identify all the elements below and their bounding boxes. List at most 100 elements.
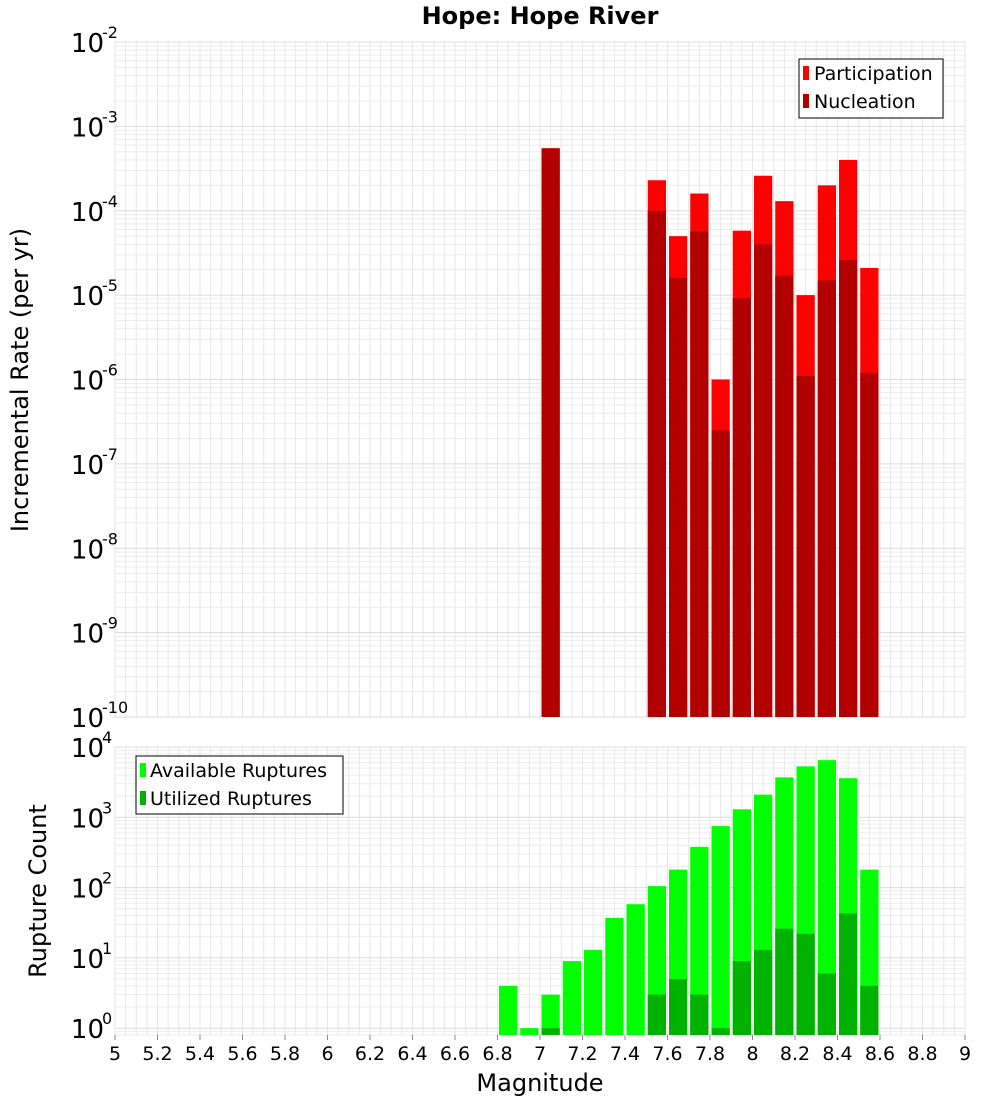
bar-nucleation xyxy=(839,260,858,717)
bottom-y-axis-label: Rupture Count xyxy=(24,804,52,978)
y-tick-label: 10 xyxy=(71,945,104,975)
y-tick-label: 10 xyxy=(71,451,104,481)
x-tick-label: 6.8 xyxy=(482,1043,512,1065)
x-tick-label: 8.2 xyxy=(780,1043,810,1065)
y-tick-exponent: -7 xyxy=(102,445,118,464)
y-tick-exponent: 2 xyxy=(102,869,112,888)
y-tick-label: 10 xyxy=(71,620,104,650)
y-tick-exponent: 1 xyxy=(102,939,112,958)
bar-utilized xyxy=(775,928,794,1035)
top-bars xyxy=(541,148,879,718)
bar-utilized xyxy=(796,933,815,1035)
bar-available xyxy=(520,1028,539,1035)
y-tick-exponent: -8 xyxy=(102,529,118,548)
x-tick-label: 7.6 xyxy=(652,1043,682,1065)
bar-utilized xyxy=(669,979,688,1035)
y-tick-label: 10 xyxy=(71,704,104,734)
x-tick-label: 5 xyxy=(109,1043,121,1065)
y-tick-exponent: -3 xyxy=(102,107,118,126)
bar-utilized xyxy=(839,913,858,1035)
y-tick-exponent: 3 xyxy=(102,798,112,817)
y-tick-exponent: -9 xyxy=(102,614,118,633)
x-tick-label: 8.6 xyxy=(865,1043,895,1065)
bar-available xyxy=(817,760,836,1035)
bar-available xyxy=(626,904,645,1035)
y-tick-exponent: 4 xyxy=(102,728,112,747)
x-tick-label: 7.4 xyxy=(610,1043,640,1065)
top-legend-box xyxy=(798,58,944,119)
x-tick-label: 6.4 xyxy=(397,1043,427,1065)
y-tick-label: 10 xyxy=(71,113,104,143)
bottom-bars xyxy=(499,760,879,1035)
bar-nucleation xyxy=(647,210,666,717)
bar-nucleation xyxy=(690,231,709,717)
chart-title: Hope: Hope River xyxy=(422,2,659,30)
y-tick-label: 10 xyxy=(71,29,104,59)
bar-available xyxy=(690,846,709,1035)
x-tick-label: 8 xyxy=(746,1043,758,1065)
bar-available xyxy=(562,961,581,1035)
bar-utilized xyxy=(647,994,666,1035)
bottom-legend-box xyxy=(135,755,344,815)
legend-swatch-nucleation xyxy=(803,94,809,108)
x-axis-label: Magnitude xyxy=(476,1069,603,1097)
y-tick-label: 10 xyxy=(71,1015,104,1045)
y-tick-exponent: -5 xyxy=(102,276,118,295)
y-tick-label: 10 xyxy=(71,198,104,228)
legend-label-participation: Participation xyxy=(814,63,933,85)
bar-nucleation xyxy=(775,275,794,717)
y-tick-label: 10 xyxy=(71,875,104,905)
x-tick-label: 7 xyxy=(534,1043,546,1065)
legend-swatch-utilized xyxy=(140,791,146,805)
y-tick-label: 10 xyxy=(71,535,104,565)
top-grid xyxy=(114,41,966,718)
top-legend: Participation Nucleation xyxy=(798,58,944,119)
y-tick-label: 10 xyxy=(71,734,104,764)
x-tick-label: 5.4 xyxy=(185,1043,215,1065)
bar-nucleation xyxy=(669,277,688,717)
bar-available xyxy=(541,994,560,1035)
legend-label-utilized: Utilized Ruptures xyxy=(150,788,312,810)
bar-utilized xyxy=(711,1028,730,1035)
bar-available xyxy=(499,985,518,1035)
x-tick-label: 9 xyxy=(959,1043,971,1065)
legend-label-available: Available Ruptures xyxy=(150,760,327,782)
x-tick-label: 5.8 xyxy=(270,1043,300,1065)
legend-swatch-available xyxy=(140,763,146,777)
bar-utilized xyxy=(541,1028,560,1035)
bar-nucleation xyxy=(711,430,730,717)
legend-label-nucleation: Nucleation xyxy=(814,91,916,113)
bar-available xyxy=(711,826,730,1035)
y-tick-label: 10 xyxy=(71,804,104,834)
x-tick-label: 6 xyxy=(321,1043,333,1065)
bar-nucleation xyxy=(860,372,879,717)
bar-utilized xyxy=(754,949,773,1035)
y-tick-label: 10 xyxy=(71,282,104,312)
y-tick-exponent: -4 xyxy=(102,192,118,211)
bottom-legend: Available Ruptures Utilized Ruptures xyxy=(135,755,344,815)
top-y-axis-label: Incremental Rate (per yr) xyxy=(6,228,34,532)
x-tick-label: 6.6 xyxy=(440,1043,470,1065)
bar-utilized xyxy=(690,994,709,1035)
y-tick-exponent: -2 xyxy=(102,23,118,42)
y-tick-exponent: -6 xyxy=(102,361,118,380)
bar-nucleation xyxy=(817,280,836,717)
y-tick-exponent: -10 xyxy=(102,698,128,717)
y-tick-exponent: 0 xyxy=(102,1009,112,1028)
x-tick-label: 8.8 xyxy=(907,1043,937,1065)
bar-utilized xyxy=(817,973,836,1035)
x-tick-label: 7.8 xyxy=(695,1043,725,1065)
x-tick-label: 7.2 xyxy=(567,1043,597,1065)
bar-nucleation xyxy=(754,244,773,718)
x-tick-label: 5.6 xyxy=(227,1043,257,1065)
bar-utilized xyxy=(732,961,751,1035)
bar-available xyxy=(605,917,624,1035)
x-tick-label: 8.4 xyxy=(822,1043,852,1065)
bar-nucleation xyxy=(732,298,751,717)
bar-nucleation xyxy=(796,376,815,717)
y-tick-label: 10 xyxy=(71,367,104,397)
bar-available xyxy=(584,949,603,1035)
